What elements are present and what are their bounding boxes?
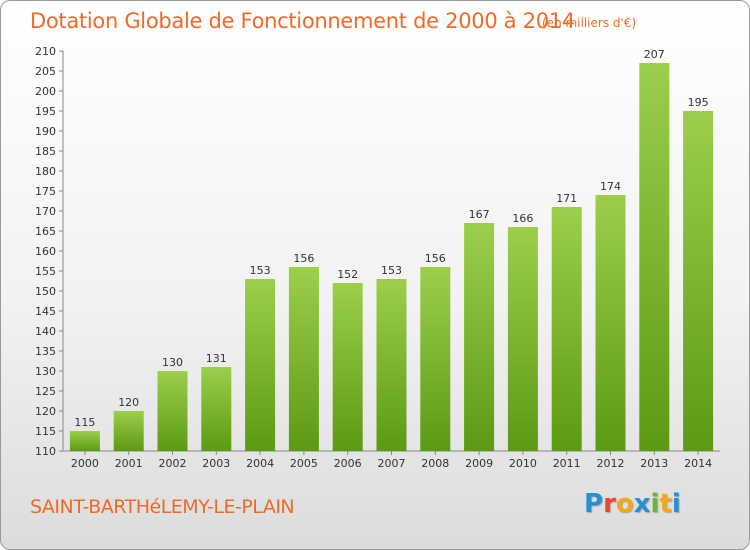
bar-value-label: 120 (118, 396, 139, 409)
y-tick-label: 205 (35, 65, 56, 78)
y-tick-label: 155 (35, 265, 56, 278)
chart-bars: 115 120 130 131 153 156 152 153 156 167 166 171 174 2… (69, 48, 714, 451)
y-tick-label: 130 (35, 365, 56, 378)
chart-subtitle: (en milliers d'€) (542, 16, 637, 30)
x-tick-label: 2001 (115, 457, 143, 470)
bar (595, 195, 626, 451)
logo-letter: i (671, 489, 681, 519)
bar (201, 367, 232, 451)
bar (683, 111, 714, 451)
y-tick-label: 145 (35, 305, 56, 318)
bar (507, 227, 538, 451)
bar-value-label: 153 (381, 264, 402, 277)
y-tick-label: 140 (35, 325, 56, 338)
bar-value-label: 167 (469, 208, 490, 221)
bar-value-label: 156 (425, 252, 446, 265)
bar-value-label: 131 (206, 352, 227, 365)
y-tick-label: 175 (35, 185, 56, 198)
y-tick-label: 195 (35, 105, 56, 118)
x-tick-label: 2004 (246, 457, 274, 470)
y-tick-label: 185 (35, 145, 56, 158)
logo-letter: i (650, 489, 660, 519)
chart-axes: 110 115 120 125 130 135 140 145 150 155 160 165 170 1… (35, 45, 720, 470)
bar (332, 283, 363, 451)
logo-letter: P (584, 489, 604, 519)
commune-name: SAINT-BARTHéLEMY-LE-PLAIN (30, 496, 295, 518)
y-tick-label: 210 (35, 45, 56, 58)
y-tick-label: 135 (35, 345, 56, 358)
x-tick-label: 2005 (290, 457, 318, 470)
chart-title: Dotation Globale de Fonctionnement de 20… (30, 9, 575, 33)
bar (639, 63, 670, 451)
x-tick-label: 2006 (334, 457, 362, 470)
x-tick-label: 2002 (159, 457, 187, 470)
bar-value-label: 130 (162, 356, 183, 369)
bar (420, 267, 451, 451)
y-tick-label: 170 (35, 205, 56, 218)
bar-value-label: 115 (74, 416, 95, 429)
bar-value-label: 166 (512, 212, 533, 225)
x-tick-label: 2009 (465, 457, 493, 470)
bar-value-label: 152 (337, 268, 358, 281)
bar (376, 279, 407, 451)
x-tick-label: 2010 (509, 457, 537, 470)
bar-value-label: 156 (293, 252, 314, 265)
y-tick-label: 110 (35, 445, 56, 458)
bar-value-label: 171 (556, 192, 577, 205)
y-tick-label: 180 (35, 165, 56, 178)
logo-letter: t (659, 489, 672, 519)
logo-letter: r (603, 489, 616, 519)
bar (113, 411, 144, 451)
x-tick-label: 2014 (684, 457, 712, 470)
y-tick-label: 115 (35, 425, 56, 438)
x-tick-label: 2000 (71, 457, 99, 470)
bar-value-label: 207 (644, 48, 665, 61)
x-tick-label: 2003 (202, 457, 230, 470)
bar (288, 267, 319, 451)
bar-value-label: 195 (688, 96, 709, 109)
x-tick-label: 2007 (378, 457, 406, 470)
y-tick-label: 120 (35, 405, 56, 418)
bar (69, 431, 100, 451)
bar (551, 207, 582, 451)
x-tick-label: 2012 (597, 457, 625, 470)
y-tick-label: 165 (35, 225, 56, 238)
y-tick-label: 150 (35, 285, 56, 298)
logo-letter: o (615, 489, 634, 519)
y-tick-label: 200 (35, 85, 56, 98)
proxiti-logo: Proxiti (584, 489, 681, 519)
logo-letter: x (633, 489, 651, 519)
bar (157, 371, 188, 451)
bar (245, 279, 276, 451)
x-tick-label: 2013 (640, 457, 668, 470)
x-tick-label: 2008 (421, 457, 449, 470)
x-tick-label: 2011 (553, 457, 581, 470)
y-tick-label: 190 (35, 125, 56, 138)
bar-value-label: 153 (250, 264, 271, 277)
bar (464, 223, 495, 451)
bar-value-label: 174 (600, 180, 621, 193)
y-tick-label: 160 (35, 245, 56, 258)
y-tick-label: 125 (35, 385, 56, 398)
